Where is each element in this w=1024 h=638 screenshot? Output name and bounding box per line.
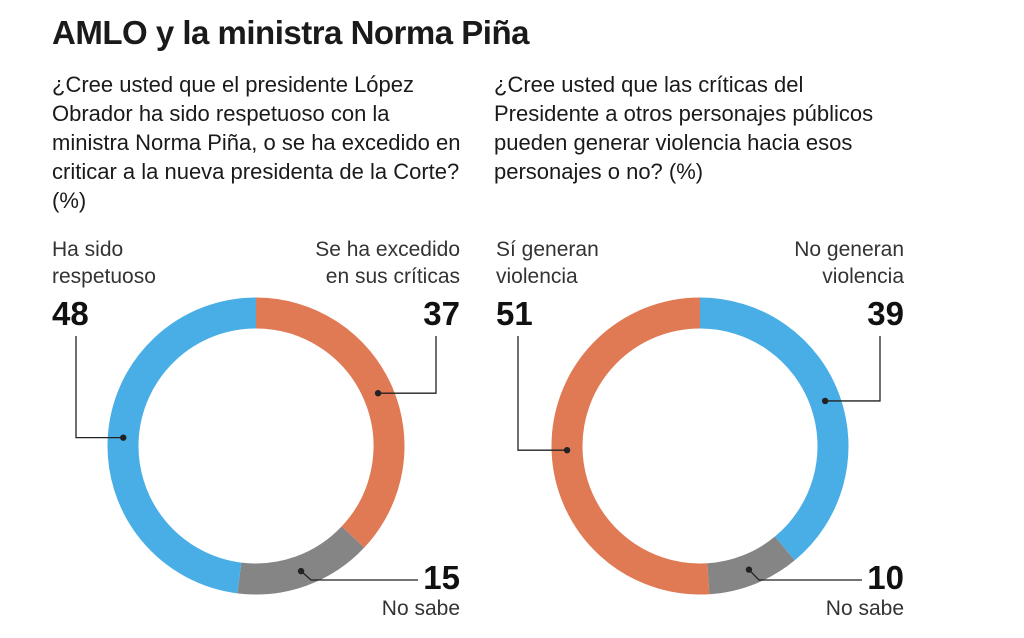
leader-excedido-dot xyxy=(374,389,382,397)
question-1: ¿Cree usted que el presidente López Obra… xyxy=(52,72,461,213)
chart-title: AMLO y la ministra Norma Piña xyxy=(52,14,529,51)
question-2: ¿Cree usted que las críticas del Preside… xyxy=(494,72,874,184)
donut-slice-se-ha-excedido-en-sus-cr-ticas xyxy=(255,297,405,548)
value-si-generan: 51 xyxy=(496,295,533,332)
label-si-generan: Sí generan violencia xyxy=(496,238,599,288)
value-se-ha-excedido: 37 xyxy=(423,295,460,332)
leader-no-generan xyxy=(825,336,881,402)
donut-slice-no-generan-violencia xyxy=(699,297,849,561)
leader-si-generan-dot xyxy=(563,446,571,454)
donut-slice-ha-sido-respetuoso xyxy=(107,297,257,594)
leader-no-sabe-1 xyxy=(300,570,418,581)
leader-no-sabe-2-dot xyxy=(745,566,753,573)
value-ha-sido-respetuoso: 48 xyxy=(52,295,89,332)
leader-no-sabe-2 xyxy=(748,569,862,581)
leader-lines xyxy=(75,336,881,581)
leader-excedido xyxy=(378,336,437,394)
leader-no-sabe-1-dot xyxy=(297,567,305,575)
donut-chart-1 xyxy=(107,297,405,595)
label-no-generan: No generan violencia xyxy=(794,238,904,288)
leader-respetuoso-dot xyxy=(120,434,127,441)
label-no-sabe-1: No sabe xyxy=(381,597,460,620)
label-ha-sido-respetuoso: Ha sido respetuoso xyxy=(52,238,156,288)
leader-no-generan-dot xyxy=(821,397,829,405)
donut-slice-no-sabe xyxy=(706,536,795,595)
leader-si-generan xyxy=(517,336,568,451)
value-no-sabe-1: 15 xyxy=(423,559,460,596)
value-no-generan: 39 xyxy=(867,295,904,332)
donut-slice-s-generan-violencia xyxy=(551,297,710,595)
value-no-sabe-2: 10 xyxy=(867,559,904,596)
label-no-sabe-2: No sabe xyxy=(825,597,904,620)
leader-respetuoso xyxy=(75,336,124,439)
donut-chart-2 xyxy=(551,297,849,595)
label-se-ha-excedido: Se ha excedido en sus críticas xyxy=(315,238,460,288)
donut-slice-no-sabe xyxy=(237,526,365,595)
